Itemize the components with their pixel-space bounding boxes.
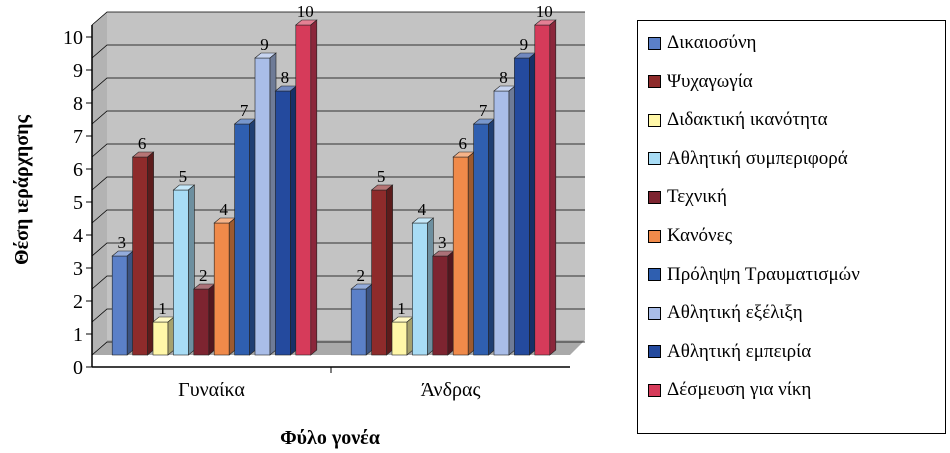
bar (254, 52, 277, 356)
gridlines (91, 11, 585, 356)
bar (391, 316, 414, 356)
gridline (91, 44, 585, 59)
bar (274, 85, 298, 356)
legend-label: Δέσμευση για νίκη (667, 379, 812, 401)
legend-label: Αθλητική εξέλιξη (667, 302, 803, 324)
legend-label: Τεχνική (667, 186, 727, 208)
gridline (91, 77, 585, 92)
legend-swatch (648, 383, 661, 397)
legend-swatch (648, 190, 661, 204)
legend-label: Διδακτική ικανότητα (667, 109, 828, 131)
bar (452, 151, 476, 356)
legend-label: Κανόνες (667, 225, 733, 246)
bar-value-label: 9 (260, 35, 269, 54)
y-tick-label: 8 (73, 93, 83, 115)
legend-item: Δέσμευση για νίκη (648, 378, 811, 402)
bar-value-label: 3 (438, 233, 447, 252)
bar-value-label: 10 (536, 2, 553, 21)
legend-swatch (648, 306, 661, 320)
legend-item: Πρόληψη Τραυματισμών (648, 263, 860, 287)
bar (233, 118, 257, 356)
legend-label: Αθλητική εμπειρία (667, 340, 812, 362)
legend-item: Ψυχαγωγία (648, 70, 753, 94)
legend-label: Πρόληψη Τραυματισμών (667, 263, 860, 285)
legend-item: Διδακτική ικανότητα (648, 108, 828, 132)
bar-value-label: 5 (377, 167, 386, 186)
bar (472, 118, 496, 356)
legend-swatch (648, 36, 661, 50)
bar-value-label: 7 (240, 101, 249, 120)
legend-swatch (648, 268, 661, 282)
legend-item: Κανόνες (648, 224, 732, 248)
y-ticks: 0 1 2 3 4 5 6 7 8 9 10 (63, 27, 92, 379)
gridline (91, 11, 585, 26)
bar (513, 52, 537, 356)
bar (111, 250, 135, 356)
bar-value-label: 2 (199, 266, 208, 285)
bar-value-label: 6 (458, 134, 467, 153)
bar-value-label: 3 (117, 233, 126, 252)
y-tick-label: 1 (73, 324, 83, 346)
bar (294, 19, 318, 356)
legend-label: Ψυχαγωγία (667, 70, 753, 92)
y-axis-label: Θέση ιεράρχησης (11, 114, 33, 264)
bar (213, 217, 237, 356)
legend-swatch (648, 152, 661, 166)
bar-value-label: 6 (138, 134, 147, 153)
legend: Δικαιοσύνη Ψυχαγωγία Διδακτική ικανότητα Αθ… (637, 20, 946, 434)
legend-swatch (648, 229, 661, 243)
legend-item: Δικαιοσύνη (648, 31, 756, 55)
legend-item: Τεχνική (648, 185, 727, 209)
bar-value-label: 8 (499, 68, 508, 87)
bar-value-label: 1 (158, 299, 167, 318)
y-tick-label: 5 (73, 192, 83, 214)
legend-swatch (648, 75, 661, 89)
bar (431, 250, 455, 356)
bar-value-label: 7 (479, 101, 488, 120)
bar (350, 283, 374, 356)
bar-value-label: 2 (356, 266, 365, 285)
legend-swatch (648, 345, 661, 359)
y-tick-label: 6 (73, 159, 83, 181)
gridline (91, 110, 585, 125)
bar-value-label: 8 (281, 68, 290, 87)
y-tick-label: 0 (73, 357, 83, 379)
bar-value-label: 5 (179, 167, 188, 186)
legend-label: Αθλητική συμπεριφορά (667, 147, 848, 169)
x-axis-label: Φύλο γονέα (280, 427, 380, 449)
legend-item: Αθλητική εξέλιξη (648, 301, 803, 325)
y-tick-label: 2 (73, 291, 83, 313)
bar-value-label: 4 (418, 200, 427, 219)
bar-value-label: 4 (219, 200, 228, 219)
bar (131, 151, 155, 356)
y-tick-label: 10 (63, 27, 83, 49)
x-ticks: Γυναίκα Άνδρας (178, 367, 480, 401)
y-tick-label: 3 (73, 258, 83, 280)
bar (370, 184, 394, 356)
bar (192, 283, 216, 356)
gridline (91, 176, 585, 191)
y-tick-label: 7 (73, 126, 83, 148)
bar-value-label: 10 (297, 2, 314, 21)
gridline (91, 209, 585, 224)
bar (152, 316, 175, 356)
bar (172, 184, 196, 356)
legend-item: Αθλητική εμπειρία (648, 340, 811, 364)
y-tick-label: 4 (73, 225, 83, 247)
legend-item: Αθλητική συμπεριφορά (648, 147, 848, 171)
bar (493, 85, 516, 356)
bar (411, 217, 435, 356)
bar (533, 19, 557, 356)
bar-value-label: 9 (520, 35, 529, 54)
legend-swatch (648, 113, 661, 127)
legend-label: Δικαιοσύνη (667, 32, 757, 53)
y-tick-label: 9 (73, 60, 83, 82)
x-tick-label: Άνδρας (421, 379, 481, 401)
x-tick-label: Γυναίκα (178, 379, 245, 401)
bar-value-label: 1 (397, 299, 406, 318)
gridline (91, 143, 585, 158)
